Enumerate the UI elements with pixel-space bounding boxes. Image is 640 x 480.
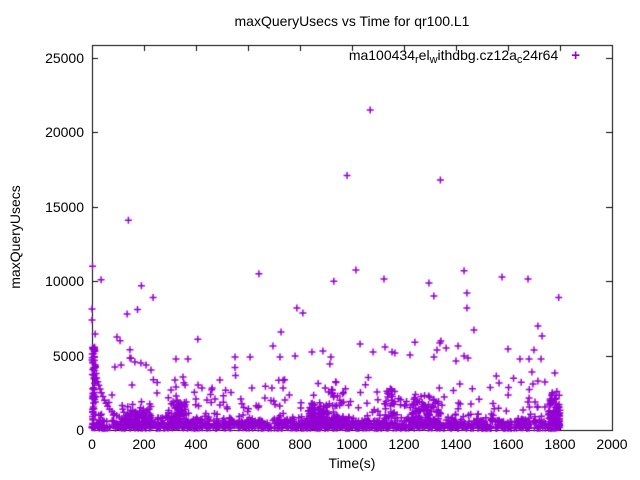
legend-series-label: ma100434relwithdbg.cz12ac24r64 <box>349 47 558 68</box>
y-tick-label: 20000 <box>45 124 84 141</box>
legend-label-segment: ma100434 <box>348 47 415 63</box>
legend-label-segment: ithdbg.cz12a <box>437 47 517 63</box>
legend-label-segment: el <box>418 47 430 63</box>
x-tick-label: 400 <box>184 436 208 452</box>
x-tick-label: 0 <box>88 436 96 452</box>
legend-label-segment: 24r64 <box>522 47 559 63</box>
legend-plus-marker-icon: + <box>571 47 580 64</box>
x-axis-label: Time(s) <box>328 455 376 471</box>
x-tick-label: 800 <box>288 436 312 452</box>
legend-label-segment: r <box>414 54 419 66</box>
y-tick-label: 0 <box>76 422 84 438</box>
chart-title: maxQueryUsecs vs Time for qr100.L1 <box>234 13 470 29</box>
x-tick-label: 1600 <box>492 436 524 452</box>
x-tick-label: 200 <box>132 436 156 452</box>
y-tick-label: 10000 <box>45 273 84 290</box>
legend-label-segment: w <box>429 54 438 66</box>
x-tick-label: 1800 <box>544 436 576 452</box>
legend: ma100434relwithdbg.cz12ac24r64 + <box>349 47 580 68</box>
y-tick-label: 25000 <box>45 50 84 66</box>
legend-label-segment: c <box>516 54 523 66</box>
y-tick-label: 5000 <box>52 347 84 364</box>
x-tick-label: 2000 <box>596 436 628 452</box>
x-tick-label: 1000 <box>336 436 368 452</box>
x-tick-label: 1400 <box>440 436 472 452</box>
x-tick-label: 1200 <box>388 436 420 452</box>
y-tick-label: 15000 <box>45 198 84 215</box>
x-tick-label: 600 <box>236 436 260 452</box>
